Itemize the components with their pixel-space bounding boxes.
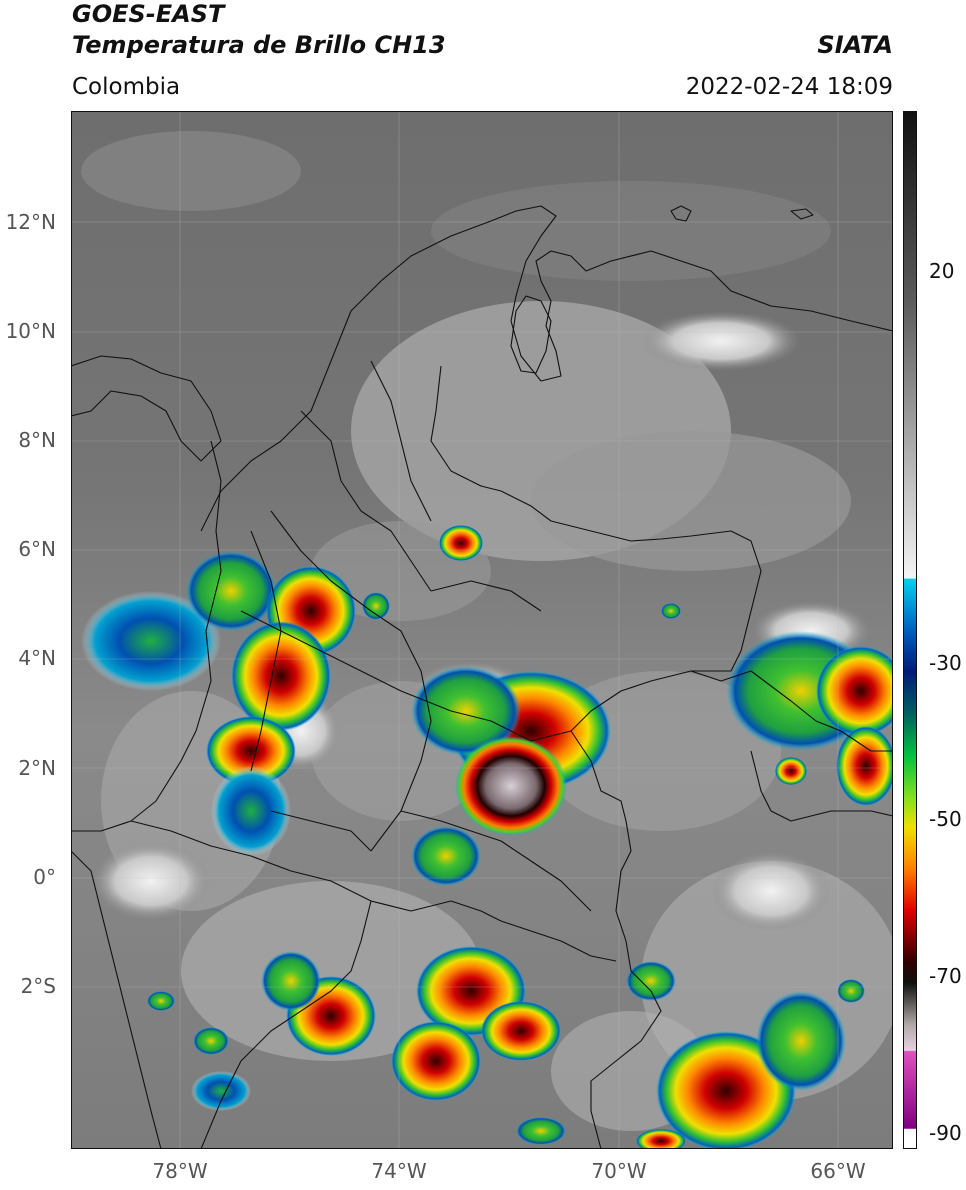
title-product: Temperatura de Brillo CH13 xyxy=(72,31,446,59)
region-label: Colombia xyxy=(72,74,181,100)
lon-label-66w: 66°W xyxy=(810,1159,866,1183)
lat-label-10n: 10°N xyxy=(5,319,56,343)
lon-label-74w: 74°W xyxy=(371,1159,427,1183)
lon-label-78w: 78°W xyxy=(152,1159,208,1183)
colorbar-tick-minus70: -70 xyxy=(929,964,962,988)
lat-label-2s: 2°S xyxy=(20,974,56,998)
colorbar-tick-minus50: -50 xyxy=(929,807,962,831)
lon-label-70w: 70°W xyxy=(591,1159,647,1183)
borders xyxy=(71,205,893,1149)
colorbar-tick-minus30: -30 xyxy=(929,651,962,675)
lat-label-4n: 4°N xyxy=(18,646,56,670)
timestamp-label: 2022-02-24 18:09 xyxy=(685,74,893,100)
institution-label: SIATA xyxy=(817,31,893,59)
lat-label-0: 0° xyxy=(33,865,56,889)
lat-label-2n: 2°N xyxy=(18,756,56,780)
colorbar-tick-minus90: -90 xyxy=(929,1121,962,1145)
graticule xyxy=(71,111,893,1149)
temperature-colorbar xyxy=(903,111,917,1149)
lat-label-8n: 8°N xyxy=(18,428,56,452)
lat-label-12n: 12°N xyxy=(5,210,56,234)
title-satellite: GOES-EAST xyxy=(72,0,225,28)
colorbar-tick-20: 20 xyxy=(929,259,955,283)
lat-label-6n: 6°N xyxy=(18,537,56,561)
satellite-map xyxy=(71,111,893,1149)
